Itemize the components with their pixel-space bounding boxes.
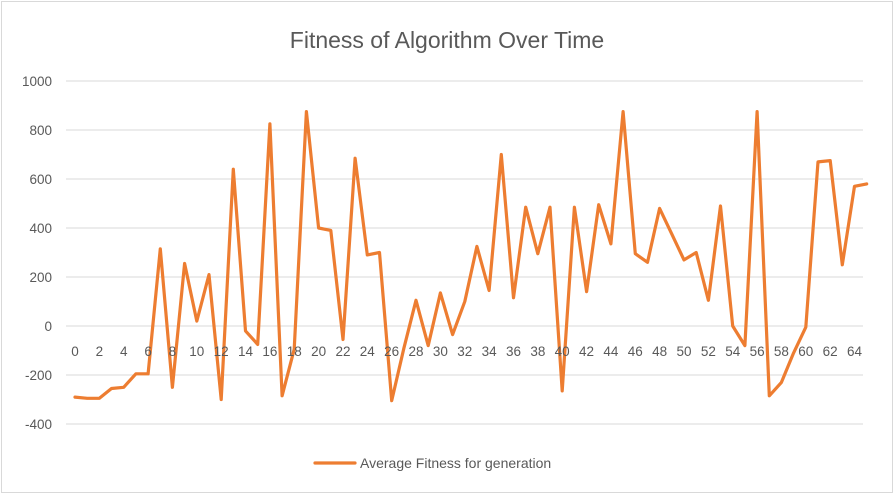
x-tick-label: 4 [120,344,128,359]
x-tick-label: 36 [506,344,521,359]
x-tick-label: 8 [169,344,177,359]
x-tick-label: 24 [360,344,376,359]
x-tick-label: 44 [603,344,619,359]
x-tick-label: 16 [262,344,277,359]
y-tick-label: 0 [44,319,52,334]
x-tick-label: 22 [335,344,350,359]
x-tick-label: 32 [457,344,472,359]
y-tick-label: -400 [25,417,52,432]
y-tick-label: 400 [29,221,52,236]
x-tick-label: 34 [482,344,498,359]
series-layer [73,109,869,403]
y-axis-ticks: -400 -200 0 200 400 600 800 1000 [22,74,52,432]
x-tick-label: 0 [71,344,79,359]
y-tick-label: -200 [25,368,52,383]
x-tick-label: 20 [311,344,326,359]
x-tick-label: 56 [750,344,765,359]
x-tick-label: 62 [823,344,838,359]
x-tick-label: 52 [701,344,716,359]
x-tick-label: 60 [798,344,813,359]
y-tick-label: 800 [29,123,52,138]
x-tick-label: 28 [409,344,424,359]
gridlines [66,80,863,425]
x-tick-label: 6 [144,344,152,359]
x-tick-label: 18 [287,344,302,359]
x-tick-label: 2 [96,344,104,359]
y-tick-label: 600 [29,172,52,187]
y-tick-label: 1000 [22,74,52,89]
x-tick-label: 46 [628,344,643,359]
x-tick-label: 64 [847,344,863,359]
legend: Average Fitness for generation [313,455,551,471]
y-tick-label: 200 [29,270,52,285]
x-axis-ticks: 0 2 4 6 8 10 12 14 16 18 20 22 24 26 28 30 32 34 36 38 40 42 4… [71,344,862,359]
x-tick-label: 50 [676,344,691,359]
x-tick-label: 58 [774,344,789,359]
x-tick-label: 54 [725,344,741,359]
x-tick-label: 40 [555,344,570,359]
x-tick-label: 26 [384,344,399,359]
x-tick-label: 10 [189,344,204,359]
x-tick-label: 12 [214,344,229,359]
x-tick-label: 14 [238,344,254,359]
series-line-0 [73,109,869,403]
x-tick-label: 30 [433,344,448,359]
legend-label: Average Fitness for generation [360,455,551,471]
x-tick-label: 42 [579,344,594,359]
x-tick-label: 48 [652,344,667,359]
x-tick-label: 38 [530,344,545,359]
chart-title: Fitness of Algorithm Over Time [290,27,604,53]
